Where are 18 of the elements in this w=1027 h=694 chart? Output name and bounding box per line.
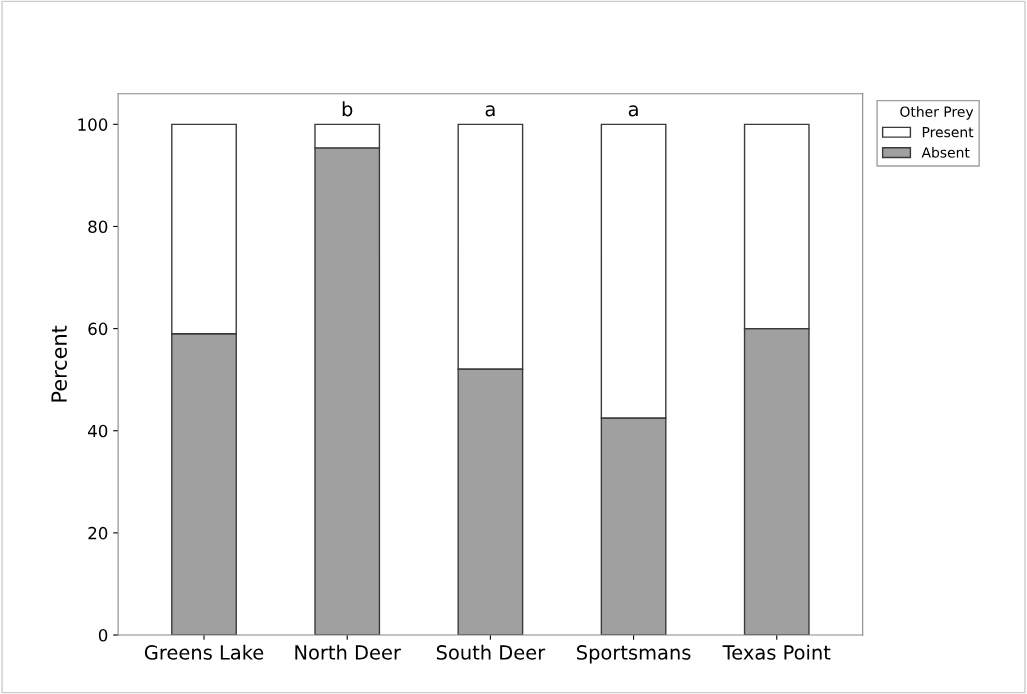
y-tick-label: 100 [78,118,108,131]
x-tick-label: Sportsmans [577,645,691,664]
x-tick-label: Greens Lake [144,644,264,660]
annotation: b [342,101,353,117]
annotation: a [628,105,638,117]
x-tick-label: Texas Point [722,644,831,660]
x-tick-label: North Deer [295,644,401,660]
x-tick-label: South Deer [436,644,546,660]
annotation: a [485,105,495,117]
y-tick-label: 60 [88,322,108,336]
y-axis-title: Percent [51,325,67,402]
y-tick-label: 20 [88,526,108,540]
legend-label: Absent [921,146,970,158]
y-tick-label: 0 [98,628,108,642]
y-tick-label: 40 [87,424,108,438]
legend-label: Present [922,127,974,138]
y-tick-label: 80 [88,220,108,234]
legend-title: Other Prey [900,106,974,120]
